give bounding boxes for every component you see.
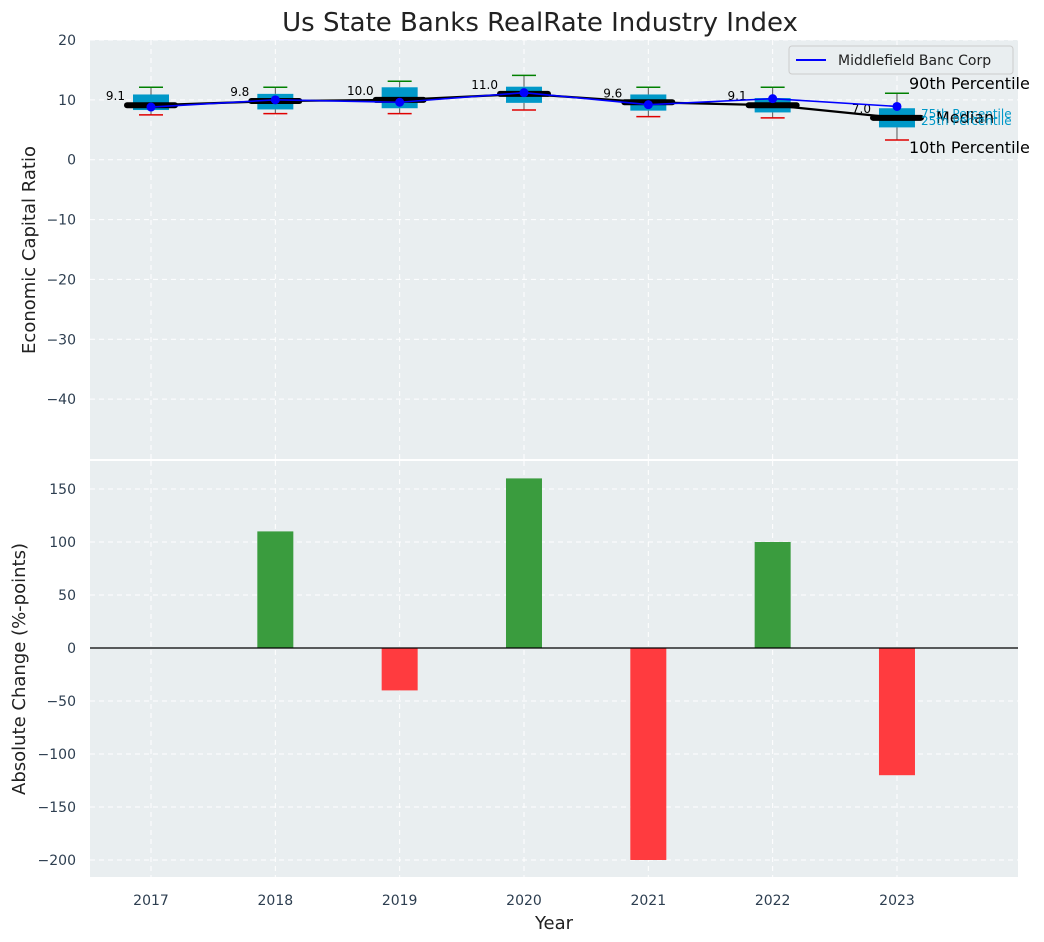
percentile-label-median: Median — [936, 108, 994, 127]
percentile-label-75: 75th Percentile — [921, 107, 1012, 121]
top-y-ticks: 20 10 0 −10 −20 −30 −40 — [46, 33, 76, 408]
series-point — [643, 100, 653, 110]
top-y-tick-label: −20 — [46, 272, 76, 288]
top-y-tick-label: 10 — [58, 93, 76, 109]
bottom-y-ticks: 150 100 50 0 −50 −100 −150 −200 — [38, 482, 76, 869]
series-point — [270, 95, 280, 105]
bar-2022 — [754, 542, 791, 648]
bar-2018 — [257, 531, 294, 648]
median-value-label: 9.8 — [230, 85, 249, 99]
bottom-y-axis-label: Absolute Change (%-points) — [9, 543, 30, 795]
box-plot-2023: 7.0 — [852, 92, 924, 141]
x-tick-label: 2022 — [755, 893, 791, 909]
bar-2020 — [505, 478, 542, 648]
top-y-tick-label: 0 — [67, 153, 76, 169]
top-plot-area — [90, 40, 1018, 459]
median-value-label: 9.1 — [106, 89, 125, 103]
top-y-axis-label: Economic Capital Ratio — [19, 146, 40, 354]
bottom-y-tick-label: 50 — [58, 588, 76, 604]
bars — [90, 478, 1018, 860]
bottom-y-tick-label: −50 — [46, 694, 76, 710]
percentile-label-10: 10th Percentile — [909, 138, 1030, 157]
bottom-y-tick-label: 100 — [49, 535, 76, 551]
percentile-label-25: 25th Percentile — [921, 114, 1012, 128]
top-y-tick-label: 20 — [58, 33, 76, 49]
legend: Middlefield Banc Corp — [788, 45, 1014, 75]
x-tick-label: 2021 — [630, 893, 666, 909]
chart-title: Us State Banks RealRate Industry Index — [282, 8, 798, 38]
legend-box — [788, 45, 1014, 75]
median-value-label: 9.6 — [603, 86, 622, 100]
series-point — [519, 88, 529, 98]
bottom-plot-area — [90, 461, 1018, 877]
x-tick-label: 2017 — [133, 893, 169, 909]
bottom-y-tick-label: −200 — [38, 853, 76, 869]
median-value-label: 10.0 — [347, 84, 374, 98]
series-point — [146, 102, 156, 112]
box-plots: 9.1 9.8 10.0 11.09.6 9.17.0 — [106, 74, 924, 141]
top-y-tick-label: −10 — [46, 213, 76, 229]
bar-2023 — [878, 648, 915, 776]
x-tick-label: 2020 — [506, 893, 542, 909]
top-y-tick-label: −30 — [46, 332, 76, 348]
median-value-label: 11.0 — [471, 78, 498, 92]
series-point — [768, 94, 778, 104]
bottom-y-tick-label: −150 — [38, 800, 76, 816]
bar-2019 — [381, 648, 418, 691]
bottom-y-tick-label: 150 — [49, 482, 76, 498]
series-point — [892, 101, 902, 111]
series-point — [395, 97, 405, 107]
x-tick-label: 2018 — [258, 893, 294, 909]
bottom-y-tick-label: −100 — [38, 747, 76, 763]
x-ticks: 2017 2018 2019 2020 2021 2022 2023 — [133, 893, 915, 909]
bottom-y-tick-label: 0 — [67, 641, 76, 657]
x-axis-label: Year — [534, 913, 574, 934]
top-grid — [90, 39, 1018, 459]
x-tick-label: 2019 — [382, 893, 418, 909]
x-tick-label: 2023 — [879, 893, 915, 909]
bar-2021 — [630, 648, 667, 860]
percentile-label-90: 90th Percentile — [909, 74, 1030, 93]
top-y-tick-label: −40 — [46, 392, 76, 408]
legend-label: Middlefield Banc Corp — [838, 53, 991, 69]
